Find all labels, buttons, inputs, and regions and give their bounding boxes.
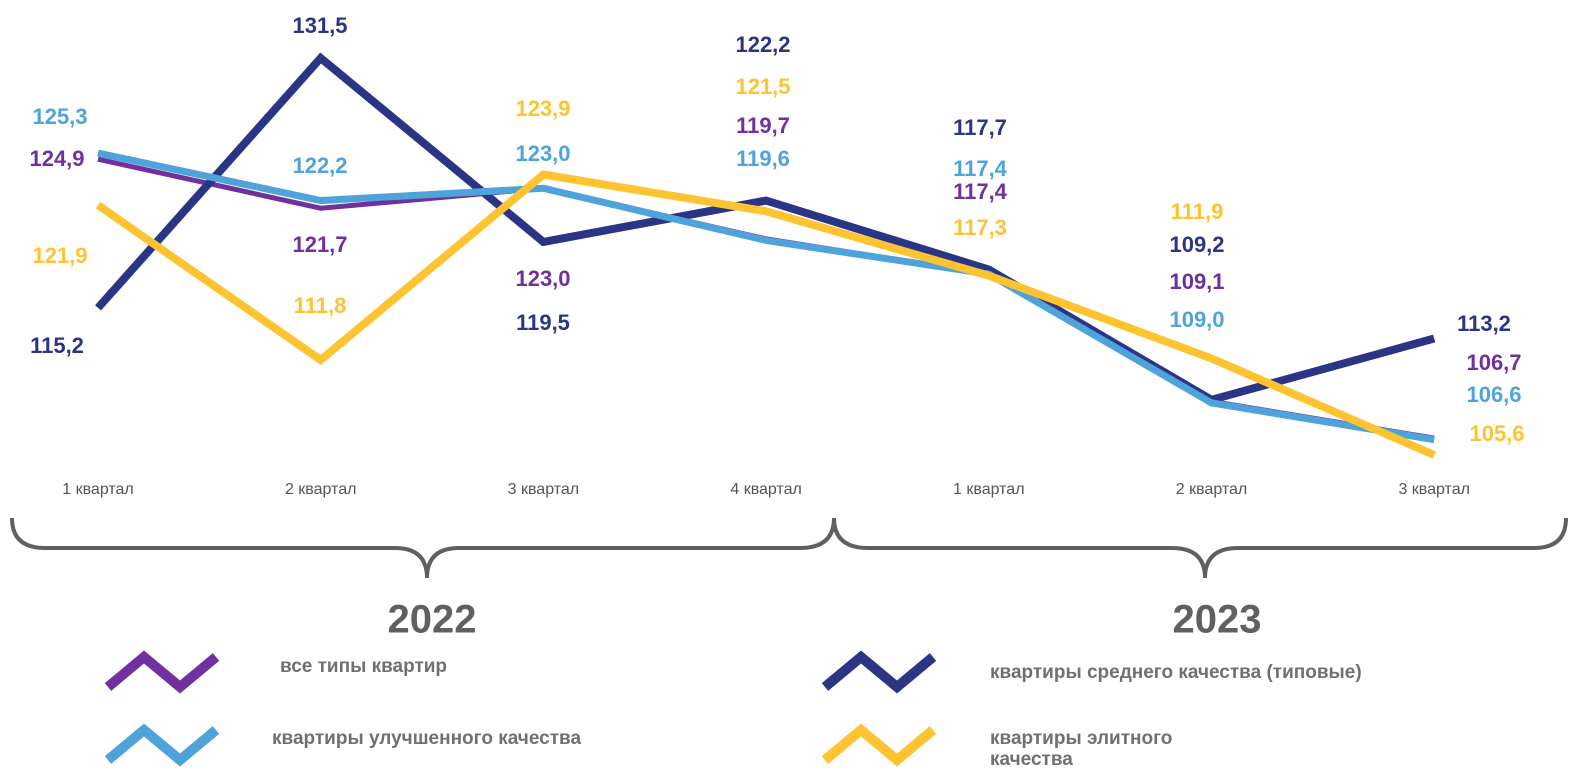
x-tick-label: 1 квартал <box>953 481 1025 498</box>
x-tick-label: 2 квартал <box>1176 481 1248 498</box>
data-label: 113,2 <box>1457 311 1511 336</box>
brace <box>832 517 1568 579</box>
data-label: 117,4 <box>953 179 1008 204</box>
data-label: 119,6 <box>736 146 790 171</box>
legend-icon <box>821 723 937 767</box>
x-tick-label: 3 квартал <box>508 481 580 498</box>
data-label: 122,2 <box>292 153 347 178</box>
legend-icon <box>104 723 220 767</box>
data-label: 117,3 <box>953 215 1007 240</box>
x-tick-label: 3 квартал <box>1398 481 1470 498</box>
data-label: 117,7 <box>953 115 1007 140</box>
x-tick-label: 1 квартал <box>62 481 134 498</box>
data-label: 109,1 <box>1169 269 1224 294</box>
legend-label: квартиры среднего качества (типовые) <box>990 662 1362 683</box>
data-label: 121,9 <box>32 243 87 268</box>
legend-label: квартиры улучшенного качества <box>272 728 582 749</box>
data-label: 109,0 <box>1169 307 1224 332</box>
data-label: 111,9 <box>1171 199 1224 224</box>
data-label: 122,2 <box>735 32 790 57</box>
data-label: 119,5 <box>516 310 570 335</box>
legend-label: все типы квартир <box>280 656 448 677</box>
data-label: 109,2 <box>1169 232 1224 257</box>
data-label: 115,2 <box>30 333 84 358</box>
year-label: 2022 <box>388 598 477 642</box>
data-label: 111,8 <box>294 293 347 318</box>
data-label: 106,7 <box>1466 350 1521 375</box>
line-series <box>95 170 1436 459</box>
legend-icon <box>104 650 220 694</box>
data-label: 121,5 <box>735 74 790 99</box>
data-label: 105,6 <box>1469 421 1524 446</box>
legend-icon <box>821 650 937 694</box>
data-label: 121,7 <box>292 232 347 257</box>
year-label: 2023 <box>1173 598 1262 642</box>
data-label: 106,6 <box>1466 382 1521 407</box>
data-label: 123,9 <box>515 96 570 121</box>
data-label: 119,7 <box>736 113 790 138</box>
legend-label: квартиры элитного качества <box>990 728 1173 770</box>
brace <box>10 517 836 579</box>
data-label: 123,0 <box>515 266 570 291</box>
line-series <box>97 149 1435 444</box>
x-tick-label: 4 квартал <box>730 481 802 498</box>
data-label: 124,9 <box>29 146 84 171</box>
data-label: 125,3 <box>32 104 87 129</box>
data-label: 117,4 <box>953 156 1008 181</box>
data-label: 123,0 <box>515 141 570 166</box>
data-label: 131,5 <box>292 13 347 38</box>
x-tick-label: 2 квартал <box>285 481 357 498</box>
